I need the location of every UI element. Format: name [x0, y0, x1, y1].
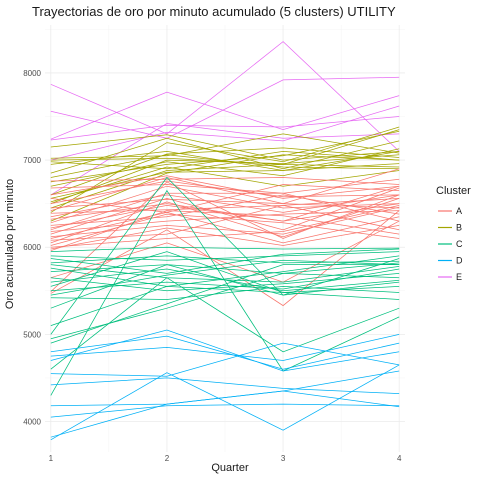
- trajectory-line-cluster-d: [50, 364, 400, 441]
- trajectory-line-cluster-e: [50, 105, 400, 161]
- series-layer: [50, 41, 400, 441]
- trajectory-line-cluster-b: [50, 126, 400, 213]
- x-tick-label: 4: [397, 454, 402, 463]
- legend-label-b: B: [456, 223, 462, 233]
- trajectory-line-cluster-e: [50, 41, 400, 152]
- trajectory-line-cluster-c: [50, 255, 400, 264]
- trajectory-line-cluster-a: [50, 185, 400, 224]
- trajectory-line-cluster-c: [50, 264, 400, 309]
- x-tick-label: 1: [49, 454, 54, 463]
- trajectory-line-cluster-c: [50, 176, 400, 335]
- trajectory-line-cluster-c: [50, 251, 400, 261]
- trajectory-line-cluster-c: [50, 286, 400, 300]
- y-axis-ticks: 4000 5000 6000 7000 8000: [23, 69, 41, 427]
- chart-title: Trayectorias de oro por minuto acumulado…: [32, 4, 396, 19]
- y-tick-label: 6000: [23, 243, 41, 252]
- trajectory-line-cluster-a: [50, 175, 400, 199]
- trajectory-line-cluster-c: [50, 259, 400, 296]
- trajectory-line-cluster-b: [50, 129, 400, 165]
- x-axis-title: Quarter: [211, 462, 249, 474]
- y-tick-label: 7000: [23, 156, 41, 165]
- trajectory-line-cluster-a: [50, 210, 400, 252]
- trajectory-line-cluster-c: [50, 248, 400, 274]
- trajectory-line-cluster-e: [50, 91, 400, 140]
- trajectory-line-cluster-a: [50, 198, 400, 244]
- trajectory-line-cluster-a: [50, 184, 400, 213]
- trajectory-line-cluster-b: [50, 154, 400, 222]
- trajectory-line-cluster-c: [50, 255, 400, 287]
- trajectory-line-cluster-b: [50, 166, 400, 203]
- trajectory-line-cluster-a: [50, 210, 400, 232]
- trajectory-line-cluster-c: [50, 264, 400, 279]
- trajectory-line-cluster-d: [50, 342, 400, 377]
- trajectory-line-cluster-e: [50, 116, 400, 141]
- y-tick-label: 8000: [23, 69, 41, 78]
- trajectory-line-cluster-c: [50, 286, 400, 326]
- trajectory-line-cluster-b: [50, 130, 400, 183]
- trajectory-line-cluster-c: [50, 277, 400, 370]
- x-axis-ticks: 1 2 3 4: [49, 454, 402, 463]
- trajectory-line-cluster-a: [50, 194, 400, 226]
- trajectory-line-cluster-c: [50, 189, 400, 396]
- x-tick-label: 2: [165, 454, 170, 463]
- legend-label-d: D: [456, 256, 463, 266]
- trajectory-line-cluster-a: [50, 187, 400, 235]
- trajectory-line-cluster-a: [50, 206, 400, 238]
- legend-label-e: E: [456, 272, 462, 282]
- trajectory-line-cluster-d: [50, 329, 400, 372]
- y-tick-label: 4000: [23, 418, 41, 427]
- y-axis-title: Oro acumulado por minuto: [4, 179, 16, 309]
- x-tick-label: 3: [281, 454, 286, 463]
- trajectory-line-cluster-a: [50, 213, 400, 246]
- trajectory-line-cluster-a: [50, 192, 400, 231]
- trajectory-line-cluster-e: [50, 76, 400, 139]
- trajectory-line-cluster-b: [50, 164, 400, 209]
- trajectory-line-cluster-a: [50, 180, 400, 204]
- trajectory-line-cluster-a: [50, 181, 400, 292]
- legend-label-a: A: [456, 206, 462, 216]
- trajectory-line-cluster-b: [50, 154, 400, 204]
- trajectory-line-cluster-b: [50, 137, 400, 174]
- legend-title: Cluster: [436, 185, 471, 197]
- trajectory-line-cluster-b: [50, 148, 400, 187]
- trajectory-line-cluster-b: [50, 154, 400, 178]
- y-tick-label: 5000: [23, 330, 41, 339]
- trajectory-line-cluster-d: [50, 334, 400, 361]
- trajectory-line-cluster-a: [50, 168, 400, 209]
- trajectory-line-cluster-d: [50, 390, 400, 438]
- trajectory-line-cluster-a: [50, 205, 400, 248]
- trajectory-line-cluster-b: [50, 147, 400, 196]
- trajectory-line-cluster-c: [50, 246, 400, 252]
- trajectory-line-cluster-c: [50, 273, 400, 292]
- trajectory-line-cluster-d: [50, 335, 400, 370]
- trajectory-line-cluster-a: [50, 177, 400, 185]
- trajectory-line-cluster-d: [50, 403, 400, 418]
- trajectory-line-cluster-d: [50, 377, 400, 394]
- trajectory-line-cluster-a: [50, 212, 400, 244]
- legend-label-c: C: [456, 239, 463, 249]
